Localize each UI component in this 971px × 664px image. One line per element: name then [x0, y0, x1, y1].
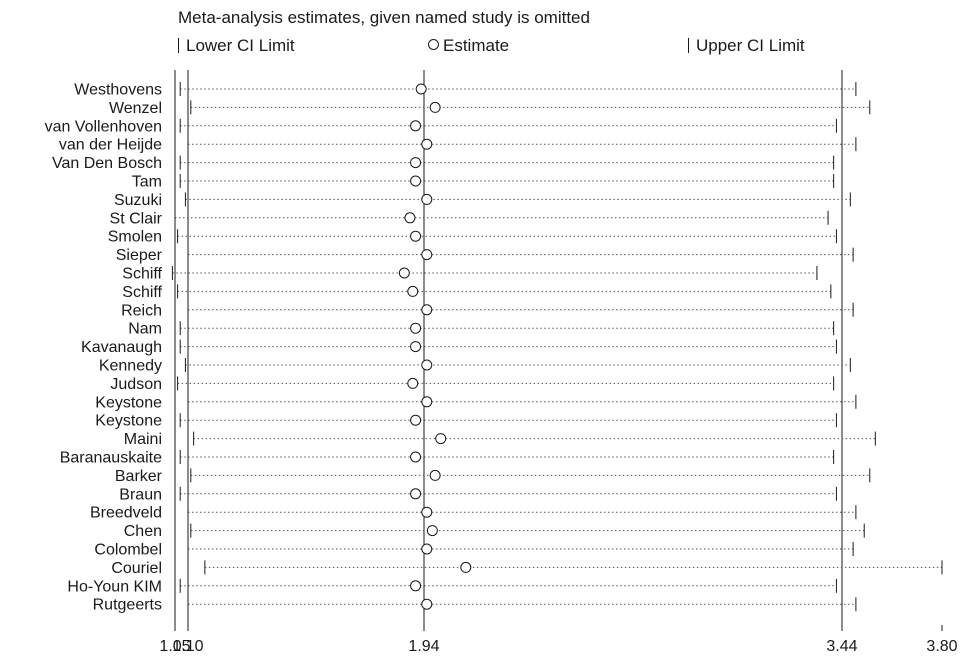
study-label: Schiff	[122, 284, 162, 301]
estimate-point	[408, 286, 418, 296]
estimate-point	[422, 305, 432, 315]
x-tick-label-4: 3.80	[926, 638, 957, 655]
study-label: Smolen	[108, 229, 162, 246]
estimate-point	[416, 84, 426, 94]
study-label: Braun	[119, 486, 162, 503]
estimate-point	[422, 599, 432, 609]
estimate-point	[436, 434, 446, 444]
study-label: van der Heijde	[59, 137, 162, 154]
study-label: Chen	[124, 523, 162, 540]
estimate-point	[399, 268, 409, 278]
study-label: Kennedy	[99, 358, 162, 375]
estimate-point	[411, 581, 421, 591]
estimate-point	[422, 250, 432, 260]
study-label: Baranauskaite	[60, 450, 162, 467]
estimate-point	[411, 342, 421, 352]
study-label: Suzuki	[114, 192, 162, 209]
study-label: Wenzel	[109, 100, 162, 117]
study-label: Kavanaugh	[81, 339, 162, 356]
estimate-point	[422, 194, 432, 204]
study-label: Ho-Youn KIM	[67, 578, 162, 595]
estimate-point	[411, 176, 421, 186]
estimate-point	[411, 415, 421, 425]
estimate-point	[411, 231, 421, 241]
study-label: Colombel	[94, 542, 162, 559]
x-tick-label-1: 1.10	[172, 638, 203, 655]
study-label: Maini	[124, 431, 162, 448]
study-label: Couriel	[111, 560, 162, 577]
estimate-point	[422, 139, 432, 149]
study-label: Rutgeerts	[93, 597, 162, 614]
estimate-point	[430, 470, 440, 480]
study-label: Westhovens	[74, 82, 162, 99]
x-tick-label-2: 1.94	[408, 638, 439, 655]
estimate-point	[405, 213, 415, 223]
estimate-point	[411, 323, 421, 333]
x-tick-label-3: 3.44	[826, 638, 857, 655]
estimate-point	[422, 544, 432, 554]
study-label: Barker	[115, 468, 163, 485]
study-label: Judson	[110, 376, 162, 393]
estimate-point	[422, 360, 432, 370]
study-label: Nam	[128, 321, 162, 338]
estimate-point	[411, 121, 421, 131]
study-label: Breedveld	[90, 505, 162, 522]
estimate-point	[422, 507, 432, 517]
study-label: Keystone	[95, 394, 162, 411]
estimate-point	[411, 158, 421, 168]
study-label: Sieper	[116, 247, 163, 264]
estimate-point	[422, 397, 432, 407]
estimate-point	[411, 452, 421, 462]
study-label: Reich	[121, 302, 162, 319]
estimate-point	[461, 562, 471, 572]
study-label: Schiff	[122, 266, 162, 283]
estimate-point	[408, 378, 418, 388]
study-label: Keystone	[95, 413, 162, 430]
estimate-point	[427, 526, 437, 536]
study-label: van Vollenhoven	[45, 118, 162, 135]
study-label: Van Den Bosch	[52, 155, 162, 172]
study-label: St Clair	[110, 210, 163, 227]
estimate-point	[430, 102, 440, 112]
study-label: Tam	[132, 174, 162, 191]
estimate-point	[411, 489, 421, 499]
